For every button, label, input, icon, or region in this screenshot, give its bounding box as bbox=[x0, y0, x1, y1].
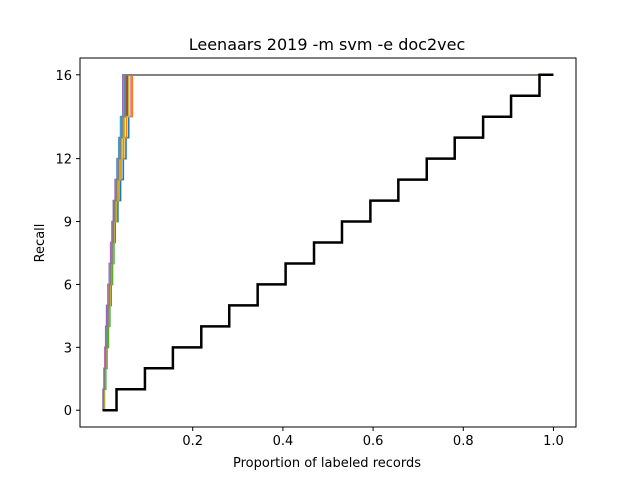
y-axis-label: Recall bbox=[33, 224, 48, 263]
chart-title: Leenaars 2019 -m svm -e doc2vec bbox=[189, 35, 466, 54]
y-tick-label: 6 bbox=[64, 278, 72, 293]
y-tick-label: 0 bbox=[64, 404, 72, 419]
y-tick-label: 3 bbox=[64, 341, 72, 356]
series-layer bbox=[102, 73, 554, 412]
series-line-9 bbox=[102, 73, 554, 412]
x-axis-ticks: 0.2 0.4 0.6 0.8 1.0 bbox=[182, 427, 564, 449]
x-tick-label: 0.2 bbox=[182, 434, 203, 449]
series-line-0 bbox=[102, 73, 554, 412]
y-tick-label: 9 bbox=[64, 216, 72, 231]
y-tick-label: 12 bbox=[55, 153, 72, 168]
y-axis-ticks: 0 3 6 9 12 16 bbox=[55, 69, 80, 419]
series-line-10 bbox=[102, 73, 554, 412]
x-tick-label: 0.4 bbox=[273, 434, 294, 449]
x-tick-label: 0.6 bbox=[363, 434, 384, 449]
axes-frame bbox=[79, 57, 577, 428]
y-tick-label: 16 bbox=[55, 69, 72, 84]
x-tick-label: 0.8 bbox=[453, 434, 474, 449]
x-tick-label: 1.0 bbox=[543, 434, 564, 449]
x-axis-label: Proportion of labeled records bbox=[233, 456, 421, 471]
plot-area bbox=[79, 57, 577, 428]
